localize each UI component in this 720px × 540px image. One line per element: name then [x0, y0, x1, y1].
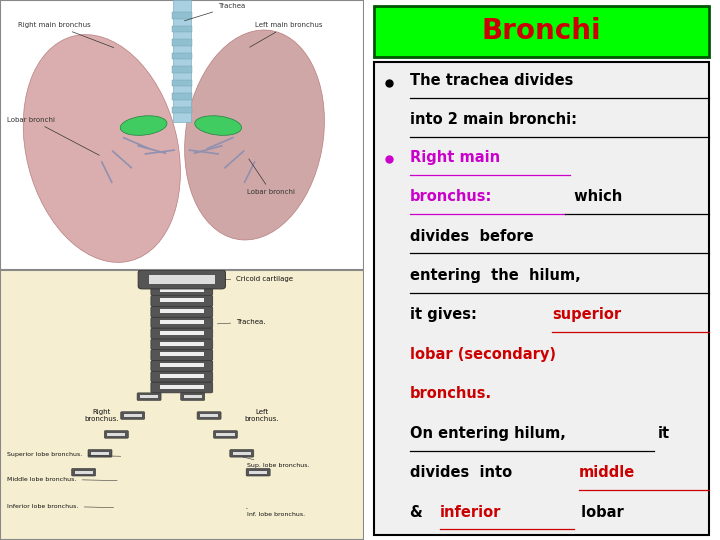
FancyBboxPatch shape	[149, 275, 215, 284]
Text: Trachea.: Trachea.	[217, 319, 266, 325]
Text: which: which	[569, 189, 622, 204]
FancyBboxPatch shape	[88, 449, 112, 457]
Text: Cricoid cartilage: Cricoid cartilage	[225, 276, 293, 282]
Text: &: &	[410, 504, 428, 519]
Bar	[173, 0, 191, 122]
FancyBboxPatch shape	[184, 395, 202, 399]
FancyBboxPatch shape	[151, 350, 212, 361]
FancyBboxPatch shape	[160, 287, 204, 292]
Text: Lobar bronchi: Lobar bronchi	[247, 159, 295, 195]
Text: it gives:: it gives:	[410, 307, 482, 322]
FancyBboxPatch shape	[160, 298, 204, 302]
FancyBboxPatch shape	[200, 414, 218, 417]
Text: divides  before: divides before	[410, 228, 534, 244]
Text: bronchus.: bronchus.	[410, 386, 492, 401]
FancyBboxPatch shape	[121, 411, 145, 419]
FancyBboxPatch shape	[151, 295, 212, 306]
FancyBboxPatch shape	[107, 433, 125, 436]
Text: Left
bronchus.: Left bronchus.	[245, 409, 279, 422]
FancyBboxPatch shape	[249, 470, 267, 474]
FancyBboxPatch shape	[160, 384, 204, 389]
FancyBboxPatch shape	[138, 270, 225, 289]
Text: Superior lobe bronchus.: Superior lobe bronchus.	[7, 453, 121, 457]
FancyBboxPatch shape	[91, 451, 109, 455]
Text: Trachea: Trachea	[184, 3, 246, 21]
Text: On entering hilum,: On entering hilum,	[410, 426, 566, 441]
Bar	[172, 39, 192, 46]
FancyBboxPatch shape	[160, 330, 204, 335]
Text: Inf. lobe bronchus.: Inf. lobe bronchus.	[246, 508, 305, 517]
FancyBboxPatch shape	[233, 451, 251, 455]
FancyBboxPatch shape	[71, 468, 96, 476]
FancyBboxPatch shape	[151, 372, 212, 382]
Text: middle: middle	[579, 465, 636, 480]
Text: lobar: lobar	[576, 504, 624, 519]
Text: into 2 main bronchi:: into 2 main bronchi:	[410, 112, 577, 127]
Text: Inferior lobe bronchus.: Inferior lobe bronchus.	[7, 504, 114, 509]
Text: divides  into: divides into	[410, 465, 522, 480]
Text: Right main bronchus: Right main bronchus	[18, 22, 114, 48]
Text: Right
bronchus.: Right bronchus.	[84, 409, 119, 422]
FancyBboxPatch shape	[374, 6, 709, 57]
FancyBboxPatch shape	[246, 468, 270, 476]
FancyBboxPatch shape	[160, 363, 204, 367]
Text: inferior: inferior	[440, 504, 502, 519]
Text: Right main: Right main	[410, 150, 500, 165]
FancyBboxPatch shape	[151, 382, 212, 393]
Text: bronchus:: bronchus:	[410, 189, 492, 204]
FancyBboxPatch shape	[160, 309, 204, 313]
FancyBboxPatch shape	[374, 62, 709, 535]
FancyBboxPatch shape	[151, 306, 212, 317]
FancyBboxPatch shape	[213, 431, 238, 438]
FancyBboxPatch shape	[140, 395, 158, 399]
Text: Left main bronchus: Left main bronchus	[250, 22, 322, 47]
Bar	[172, 93, 192, 100]
Text: it: it	[657, 426, 670, 441]
FancyBboxPatch shape	[151, 339, 212, 350]
FancyBboxPatch shape	[151, 317, 212, 328]
Bar	[172, 12, 192, 19]
Ellipse shape	[120, 116, 167, 136]
FancyBboxPatch shape	[197, 411, 221, 419]
Text: Sup. lobe bronchus.: Sup. lobe bronchus.	[243, 457, 310, 468]
Bar	[172, 79, 192, 86]
Bar	[172, 25, 192, 32]
FancyBboxPatch shape	[75, 470, 93, 474]
FancyBboxPatch shape	[151, 285, 212, 296]
FancyBboxPatch shape	[151, 328, 212, 339]
FancyBboxPatch shape	[151, 361, 212, 372]
Text: superior: superior	[552, 307, 621, 322]
Text: entering  the  hilum,: entering the hilum,	[410, 268, 581, 283]
FancyBboxPatch shape	[124, 414, 142, 417]
Text: Lobar bronchi: Lobar bronchi	[7, 117, 99, 156]
Ellipse shape	[23, 35, 181, 262]
FancyBboxPatch shape	[160, 374, 204, 378]
Text: lobar (secondary): lobar (secondary)	[410, 347, 556, 362]
FancyBboxPatch shape	[104, 431, 128, 438]
Text: Bronchi: Bronchi	[482, 17, 602, 45]
Text: Middle lobe bronchus.: Middle lobe bronchus.	[7, 477, 117, 482]
Ellipse shape	[184, 30, 325, 240]
Bar	[172, 52, 192, 59]
FancyBboxPatch shape	[216, 433, 235, 436]
FancyBboxPatch shape	[181, 393, 204, 401]
Text: The trachea divides: The trachea divides	[410, 73, 573, 88]
FancyBboxPatch shape	[160, 352, 204, 356]
Ellipse shape	[195, 116, 241, 136]
FancyBboxPatch shape	[137, 393, 161, 401]
FancyBboxPatch shape	[230, 449, 253, 457]
FancyBboxPatch shape	[160, 320, 204, 324]
FancyBboxPatch shape	[160, 341, 204, 346]
Bar	[172, 66, 192, 73]
Bar	[172, 106, 192, 113]
